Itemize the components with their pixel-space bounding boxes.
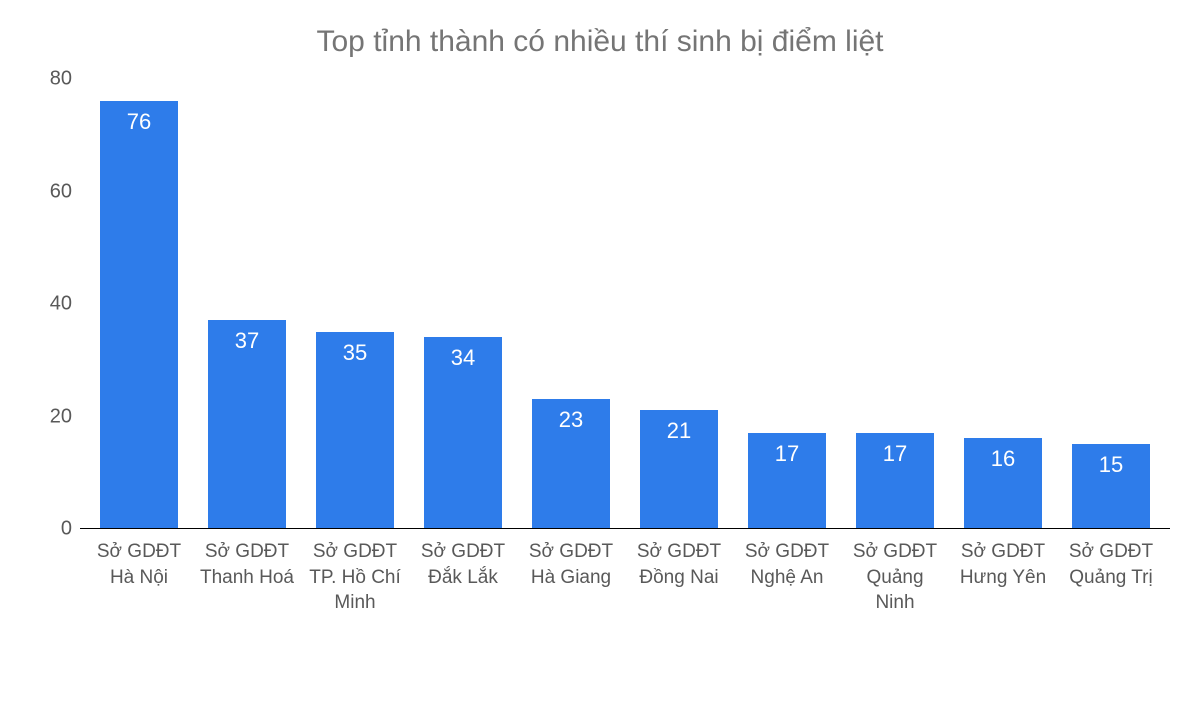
x-axis-label: Sở GDĐT Quảng Trị [1057, 529, 1165, 616]
bar-slot: 17 [841, 79, 949, 528]
y-tick: 40 [50, 293, 72, 316]
x-axis-label: Sở GDĐT Hà Nội [85, 529, 193, 616]
bar-slot: 15 [1057, 79, 1165, 528]
bar: 16 [964, 438, 1042, 528]
bar-value-label: 21 [640, 418, 718, 444]
bar: 35 [316, 332, 394, 528]
x-axis-label: Sở GDĐT Hà Giang [517, 529, 625, 616]
bar: 15 [1072, 444, 1150, 528]
bar-value-label: 15 [1072, 452, 1150, 478]
bar-slot: 76 [85, 79, 193, 528]
x-axis: Sở GDĐT Hà NộiSở GDĐT Thanh HoáSở GDĐT T… [80, 529, 1170, 616]
bar: 37 [208, 320, 286, 528]
y-tick: 60 [50, 180, 72, 203]
bar-value-label: 76 [100, 109, 178, 135]
x-axis-label: Sở GDĐT Hưng Yên [949, 529, 1057, 616]
x-axis-label: Sở GDĐT Quảng Ninh [841, 529, 949, 616]
bar-slot: 34 [409, 79, 517, 528]
bar-slot: 37 [193, 79, 301, 528]
bar-slot: 17 [733, 79, 841, 528]
plot-area: 020406080 76373534232117171615 [30, 79, 1170, 529]
bars-region: 76 37 35 34 23 21 17 17 16 15 [80, 79, 1170, 529]
bar: 34 [424, 337, 502, 528]
y-tick: 80 [50, 68, 72, 91]
bar-value-label: 35 [316, 340, 394, 366]
bar-slot: 16 [949, 79, 1057, 528]
bar-value-label: 17 [856, 441, 934, 467]
y-tick: 20 [50, 405, 72, 428]
bar-value-label: 37 [208, 328, 286, 354]
chart-title: Top tỉnh thành có nhiều thí sinh bị điểm… [30, 25, 1170, 59]
bar: 17 [748, 433, 826, 528]
y-axis: 020406080 [30, 79, 80, 529]
x-axis-label: Sở GDĐT Thanh Hoá [193, 529, 301, 616]
y-tick: 0 [61, 518, 72, 541]
bar-slot: 21 [625, 79, 733, 528]
x-axis-label: Sở GDĐT Đắk Lắk [409, 529, 517, 616]
x-axis-label: Sở GDĐT Đồng Nai [625, 529, 733, 616]
bar: 17 [856, 433, 934, 528]
bar: 76 [100, 101, 178, 528]
bar: 21 [640, 410, 718, 528]
bar-value-label: 34 [424, 345, 502, 371]
bar-slot: 35 [301, 79, 409, 528]
bar-value-label: 23 [532, 407, 610, 433]
bar-slot: 23 [517, 79, 625, 528]
chart-container: Top tỉnh thành có nhiều thí sinh bị điểm… [0, 0, 1200, 707]
bar-value-label: 16 [964, 446, 1042, 472]
bar: 23 [532, 399, 610, 528]
x-axis-label: Sở GDĐT TP. Hồ Chí Minh [301, 529, 409, 616]
bar-value-label: 17 [748, 441, 826, 467]
x-axis-label: Sở GDĐT Nghệ An [733, 529, 841, 616]
